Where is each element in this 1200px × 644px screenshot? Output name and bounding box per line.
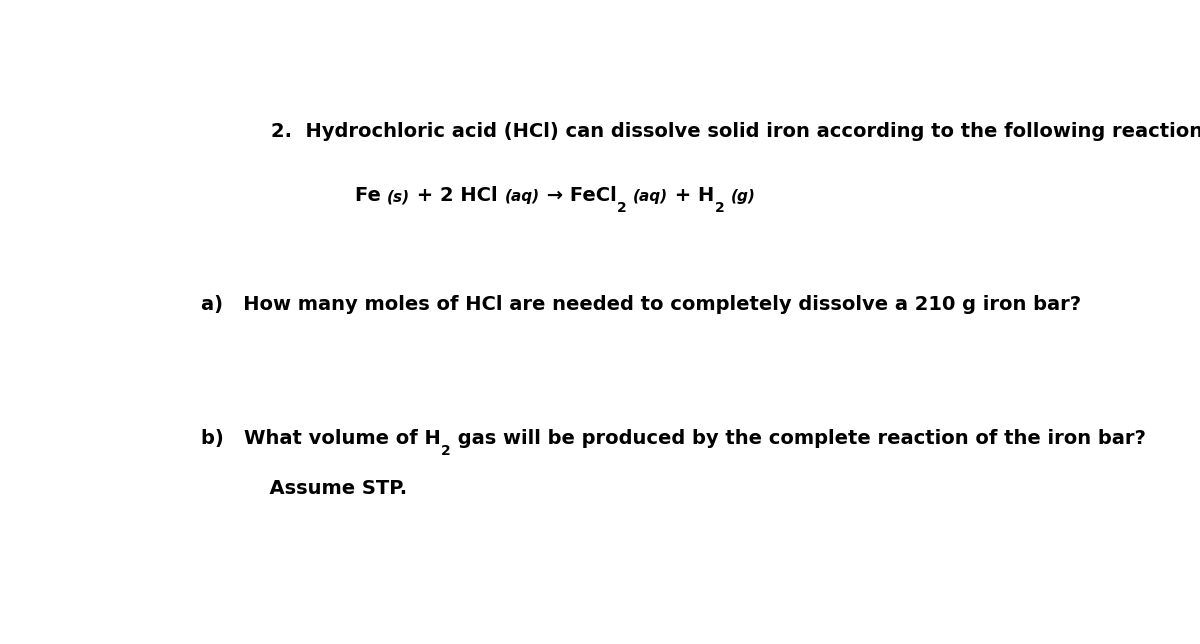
Text: + 2 HCl: + 2 HCl — [410, 186, 505, 205]
Text: b)   What volume of H: b) What volume of H — [202, 430, 440, 448]
Text: a)   How many moles of HCl are needed to completely dissolve a 210 g iron bar?: a) How many moles of HCl are needed to c… — [202, 296, 1081, 314]
Text: (aq): (aq) — [505, 189, 540, 204]
Text: 2.  Hydrochloric acid (HCl) can dissolve solid iron according to the following r: 2. Hydrochloric acid (HCl) can dissolve … — [271, 122, 1200, 141]
Text: → FeCl: → FeCl — [540, 186, 617, 205]
Text: 2: 2 — [440, 444, 451, 458]
Text: (s): (s) — [388, 189, 410, 204]
Text: 2: 2 — [617, 201, 626, 215]
Text: 2: 2 — [714, 201, 725, 215]
Text: gas will be produced by the complete reaction of the iron bar?: gas will be produced by the complete rea… — [451, 430, 1146, 448]
Text: Assume STP.: Assume STP. — [229, 479, 407, 498]
Text: + H: + H — [668, 186, 714, 205]
Text: Fe: Fe — [355, 186, 388, 205]
Text: (g): (g) — [731, 189, 756, 204]
Text: (aq): (aq) — [634, 189, 668, 204]
